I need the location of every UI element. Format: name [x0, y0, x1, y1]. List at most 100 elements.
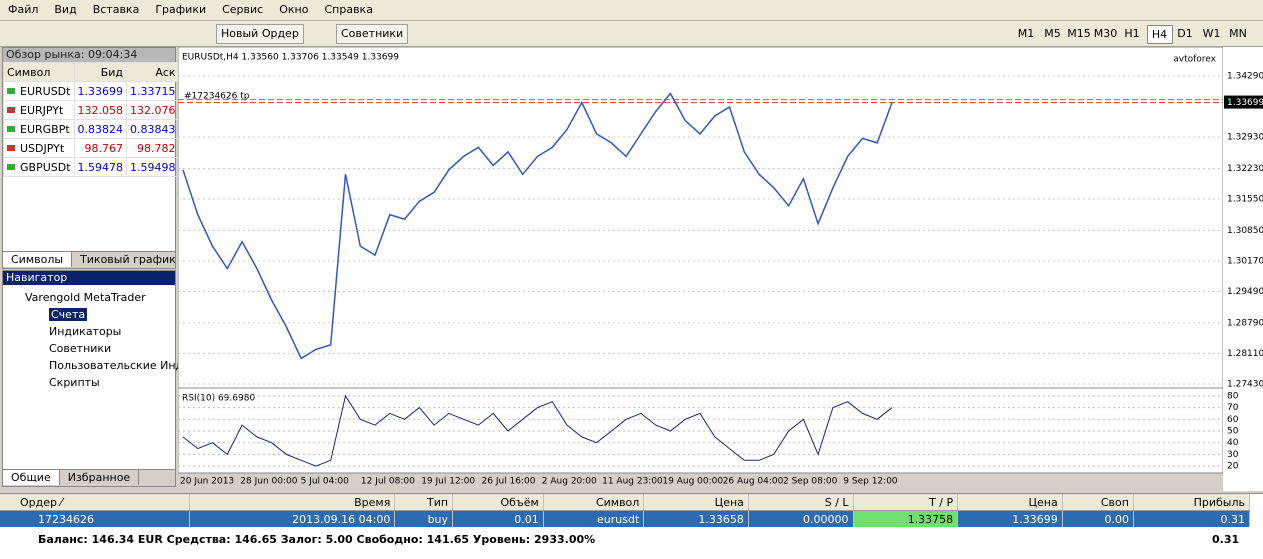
- menu-item[interactable]: Вид: [54, 3, 77, 16]
- quote-row[interactable]: EURJPYt 132.058 132.076: [3, 100, 180, 120]
- chart: EURUSDt,H4 1.33560 1.33706 1.33549 1.336…: [178, 47, 1263, 491]
- tab[interactable]: Избранное: [60, 470, 140, 485]
- quote-row[interactable]: EURGBPt 0.83824 0.83843: [3, 119, 180, 139]
- symbol-info: EURUSDt,H4 1.33560 1.33706 1.33549 1.336…: [182, 53, 399, 63]
- brand: avtoforex: [1173, 55, 1216, 65]
- timeframe-button[interactable]: W1: [1202, 27, 1221, 40]
- tree-item[interactable]: Скрипты: [49, 376, 100, 389]
- y-tick-label: 1.29490: [1227, 287, 1263, 297]
- menu-item[interactable]: Справка: [324, 3, 373, 16]
- y-tick-label: 1.28110: [1227, 349, 1263, 359]
- rsi-tick-label: 20: [1227, 462, 1239, 472]
- column-header: T / P: [853, 494, 959, 511]
- x-tick-label: 12 Jul 08:00: [361, 477, 415, 487]
- rsi-tick-label: 30: [1227, 450, 1239, 460]
- column-header: Символ: [543, 494, 645, 511]
- column-header: Ордер ⁄: [0, 494, 190, 511]
- cell: 1.33699: [957, 510, 1063, 527]
- cell: 2013.09.16 04:00: [189, 510, 396, 527]
- balance-summary: Баланс: 146.34 EUR Средства: 146.65 Зало…: [38, 533, 596, 546]
- menu-item[interactable]: Сервис: [222, 3, 264, 16]
- timeframe-button[interactable]: MN: [1229, 27, 1247, 40]
- column-header: Цена: [957, 494, 1063, 511]
- menu-bar: Файл Вид Вставка Графики Сервис Окно Справка: [0, 0, 1263, 21]
- y-tick-label: 1.34290: [1227, 72, 1263, 82]
- tree-item[interactable]: Счета: [3, 306, 175, 323]
- experts-button[interactable]: Советники: [336, 24, 409, 44]
- tab[interactable]: Символы: [3, 252, 73, 267]
- price: 1.59498: [126, 157, 180, 177]
- timeframe-button[interactable]: M30: [1093, 27, 1118, 40]
- cell: 17234626: [0, 510, 190, 527]
- column-header: Бид: [73, 62, 128, 82]
- cell: 0.31: [1133, 510, 1251, 527]
- cell: buy: [394, 510, 454, 527]
- x-tick-label: 28 Jun 00:00: [240, 477, 297, 487]
- column-header: Прибыль: [1133, 494, 1251, 511]
- price: 0.83843: [126, 119, 180, 139]
- tree-item[interactable]: Индикаторы: [49, 325, 122, 338]
- summary-profit: 0.31: [1212, 533, 1240, 546]
- symbol: EURUSDt: [3, 81, 75, 101]
- column-header: Своп: [1062, 494, 1134, 511]
- timeframe-button[interactable]: D1: [1177, 27, 1193, 40]
- symbol: GBPUSDt: [3, 157, 75, 177]
- column-header: Время: [189, 494, 396, 511]
- price: 0.83824: [73, 119, 128, 139]
- menu-item[interactable]: Графики: [155, 3, 207, 16]
- panel-title: Навигатор: [3, 271, 175, 285]
- timeframe-button[interactable]: M15: [1067, 27, 1091, 40]
- timeframe-button[interactable]: H1: [1124, 27, 1140, 40]
- bid-label: 1.33699: [1227, 98, 1263, 108]
- tree-item[interactable]: Пользовательские Индик...: [49, 359, 208, 372]
- y-tick-label: 1.30170: [1227, 256, 1263, 266]
- tree-item[interactable]: Советники: [49, 342, 112, 355]
- symbol: EURJPYt: [3, 100, 75, 120]
- rsi-tick-label: 80: [1227, 391, 1239, 401]
- tab[interactable]: Тиковый график: [72, 252, 185, 267]
- header-row: Символ Бид Аск: [3, 62, 180, 82]
- quotes-table: Символ Бид Аск EURUSDt 1.33699 1.33715 EURJPYt…: [3, 62, 180, 177]
- order-row[interactable]: 17234626 2013.09.16 04:00 buy 0.01 eurusdt 1.…: [0, 510, 1251, 527]
- x-tick-label: 19 Jul 12:00: [421, 477, 475, 487]
- tree-item[interactable]: Varengold MetaTrader: [25, 291, 146, 304]
- column-header: Символ: [3, 62, 75, 82]
- bid-label-box: [1224, 95, 1263, 109]
- y-tick-label: 1.28790: [1227, 318, 1263, 328]
- rsi-tick-label: 50: [1227, 427, 1239, 437]
- cell: 1.33658: [643, 510, 749, 527]
- tab[interactable]: Общие: [3, 470, 60, 485]
- market-watch: Обзор рынка: 09:04:34 Символ Бид Аск EURUSD…: [2, 47, 185, 269]
- menu-item[interactable]: Окно: [279, 3, 309, 16]
- cell: 1.33758: [853, 510, 959, 527]
- cell: 0.01: [452, 510, 544, 527]
- y-tick-label: 1.32930: [1227, 133, 1263, 143]
- price: 1.33699: [73, 81, 128, 101]
- y-tick-label: 1.27430: [1227, 379, 1263, 389]
- quote-row[interactable]: GBPUSDt 1.59478 1.59498: [3, 157, 180, 177]
- timeframe-button[interactable]: M5: [1044, 27, 1061, 40]
- price: 98.767: [73, 138, 128, 158]
- new-order-button[interactable]: Новый Ордер: [216, 24, 304, 44]
- x-tick-label: 2 Sep 08:00: [783, 477, 838, 487]
- menu-item[interactable]: Вставка: [92, 3, 140, 16]
- column-header: Объём: [452, 494, 544, 511]
- price: 98.782: [126, 138, 180, 158]
- rsi-label: RSI(10) 69.6980: [182, 394, 255, 404]
- menu-item[interactable]: Файл: [8, 3, 39, 16]
- quote-row[interactable]: EURUSDt 1.33699 1.33715: [3, 81, 180, 101]
- tree: Varengold MetaTrader Счета Индикаторы Совет…: [3, 285, 208, 391]
- y-tick-label: 1.30850: [1227, 226, 1263, 236]
- x-tick-label: 26 Aug 04:00: [723, 477, 784, 487]
- price: 1.59478: [73, 157, 128, 177]
- timeframe-button[interactable]: M1: [1017, 27, 1035, 40]
- rsi-line: [182, 394, 893, 467]
- timeframe-button[interactable]: H4: [1146, 25, 1173, 44]
- cell: 0.00000: [748, 510, 854, 527]
- price: 132.058: [73, 100, 128, 120]
- quote-row[interactable]: USDJPYt 98.767 98.782: [3, 138, 180, 158]
- rsi-tick-label: 60: [1227, 415, 1239, 425]
